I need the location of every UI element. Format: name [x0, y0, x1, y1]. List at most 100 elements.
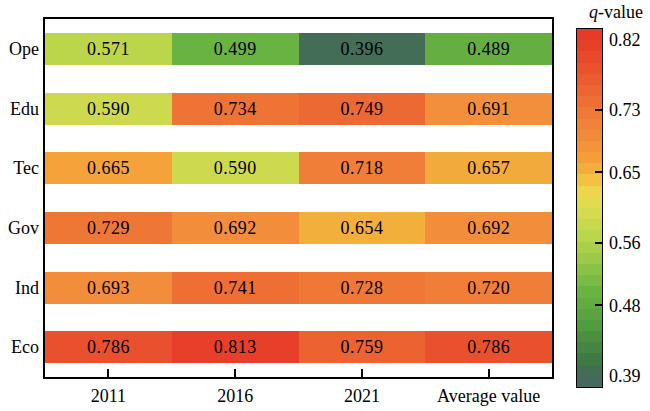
- heatmap-row: 0.693 0.741 0.728 0.720: [45, 272, 552, 304]
- heatmap-cell-value: 0.489: [467, 40, 510, 58]
- heatmap-cell-value: 0.729: [87, 219, 130, 237]
- heatmap-cell: 0.718: [299, 152, 426, 184]
- colorbar-step: [577, 253, 602, 264]
- heatmap-row: 0.571 0.499 0.396 0.489: [45, 33, 552, 65]
- heatmap-cell: 0.728: [299, 272, 426, 304]
- heatmap-cell: 0.786: [425, 331, 552, 363]
- row-label: Edu: [0, 98, 39, 119]
- colorbar-tick: [595, 304, 602, 306]
- colorbar-step: [577, 219, 602, 230]
- colorbar-step: [577, 365, 602, 376]
- colorbar-step: [577, 40, 602, 51]
- colorbar-step: [577, 63, 602, 74]
- heatmap-cell-value: 0.692: [467, 219, 510, 237]
- plot-area: 0.571 0.499 0.396 0.489 0.590 0.734 0.749 0.691…: [43, 17, 554, 379]
- colorbar-step: [577, 186, 602, 197]
- row-label: Eco: [0, 337, 39, 358]
- colorbar-step: [577, 130, 602, 141]
- heatmap-cell: 0.396: [299, 33, 426, 65]
- row-label: Tec: [0, 158, 39, 179]
- heatmap-row: 0.665 0.590 0.718 0.657: [45, 152, 552, 184]
- heatmap-cell-value: 0.590: [87, 100, 130, 118]
- heatmap-cell: 0.734: [172, 93, 299, 125]
- heatmap-cell-value: 0.396: [340, 40, 383, 58]
- heatmap-cell-value: 0.734: [214, 100, 257, 118]
- heatmap-cell-value: 0.786: [87, 338, 130, 356]
- x-axis-label: Average value: [437, 386, 540, 407]
- colorbar-title-q: q: [589, 2, 598, 22]
- colorbar-step: [577, 152, 602, 163]
- heatmap-cell: 0.654: [299, 212, 426, 244]
- colorbar-step: [577, 331, 602, 342]
- heatmap-cell: 0.571: [45, 33, 172, 65]
- heatmap-cell: 0.813: [172, 331, 299, 363]
- x-axis-tick: [488, 369, 490, 377]
- row-label: Ope: [0, 38, 39, 59]
- heatmap-cell: 0.657: [425, 152, 552, 184]
- colorbar-step: [577, 376, 602, 387]
- heatmap-cell: 0.741: [172, 272, 299, 304]
- colorbar-step: [577, 286, 602, 297]
- heatmap-cell-value: 0.665: [87, 159, 130, 177]
- heatmap-cell-value: 0.693: [87, 279, 130, 297]
- heatmap-cell: 0.749: [299, 93, 426, 125]
- heatmap-cell-value: 0.571: [87, 40, 130, 58]
- heatmap-cell-value: 0.654: [340, 219, 383, 237]
- heatmap-cell-value: 0.692: [214, 219, 257, 237]
- heatmap-cell: 0.729: [45, 212, 172, 244]
- heatmap-cell: 0.590: [45, 93, 172, 125]
- heatmap-row: 0.729 0.692 0.654 0.692: [45, 212, 552, 244]
- colorbar-step: [577, 230, 602, 241]
- colorbar-step: [577, 275, 602, 286]
- heatmap-row: 0.590 0.734 0.749 0.691: [45, 93, 552, 125]
- colorbar-step: [577, 51, 602, 62]
- heatmap-cell: 0.590: [172, 152, 299, 184]
- colorbar-step: [577, 320, 602, 331]
- colorbar-step: [577, 197, 602, 208]
- row-label: Ind: [0, 277, 39, 298]
- colorbar-step: [577, 29, 602, 40]
- x-axis-tick: [361, 369, 363, 377]
- colorbar-step: [577, 342, 602, 353]
- heatmap-cell: 0.693: [45, 272, 172, 304]
- colorbar-step: [577, 85, 602, 96]
- heatmap-row: 0.786 0.813 0.759 0.786: [45, 331, 552, 363]
- heatmap-cell: 0.759: [299, 331, 426, 363]
- colorbar-step: [577, 208, 602, 219]
- colorbar-tick: [595, 109, 602, 111]
- colorbar-step: [577, 264, 602, 275]
- x-axis-label: 2011: [91, 386, 126, 407]
- colorbar-step: [577, 298, 602, 309]
- heatmap-cell: 0.692: [172, 212, 299, 244]
- heatmap-cell-value: 0.728: [340, 279, 383, 297]
- heatmap-cell-value: 0.720: [467, 279, 510, 297]
- colorbar-tick-label: 0.56: [609, 233, 641, 254]
- colorbar-tick: [595, 171, 602, 173]
- colorbar-tick: [595, 242, 602, 244]
- colorbar-step: [577, 309, 602, 320]
- heatmap-cell-value: 0.813: [214, 338, 257, 356]
- colorbar-step: [577, 96, 602, 107]
- heatmap-cell-value: 0.741: [214, 279, 257, 297]
- colorbar-step: [577, 119, 602, 130]
- heatmap-cell-value: 0.786: [467, 338, 510, 356]
- colorbar-title-rest: -value: [598, 2, 643, 22]
- heatmap-cell: 0.665: [45, 152, 172, 184]
- heatmap-cell: 0.489: [425, 33, 552, 65]
- colorbar-title: q-value: [589, 2, 643, 23]
- x-axis-tick: [234, 369, 236, 377]
- x-axis-label: 2016: [217, 386, 253, 407]
- row-label: Gov: [0, 217, 39, 238]
- colorbar: [576, 28, 603, 388]
- heatmap-cell-value: 0.718: [340, 159, 383, 177]
- heatmap-cell-value: 0.691: [467, 100, 510, 118]
- colorbar-step: [577, 353, 602, 364]
- heatmap-cell-value: 0.590: [214, 159, 257, 177]
- heatmap-cell: 0.691: [425, 93, 552, 125]
- colorbar-tick-label: 0.65: [609, 162, 641, 183]
- colorbar-tick-label: 0.39: [609, 366, 641, 387]
- heatmap-cell: 0.786: [45, 331, 172, 363]
- heatmap-cell-value: 0.499: [214, 40, 257, 58]
- heatmap-cell: 0.720: [425, 272, 552, 304]
- x-axis-label: 2021: [344, 386, 380, 407]
